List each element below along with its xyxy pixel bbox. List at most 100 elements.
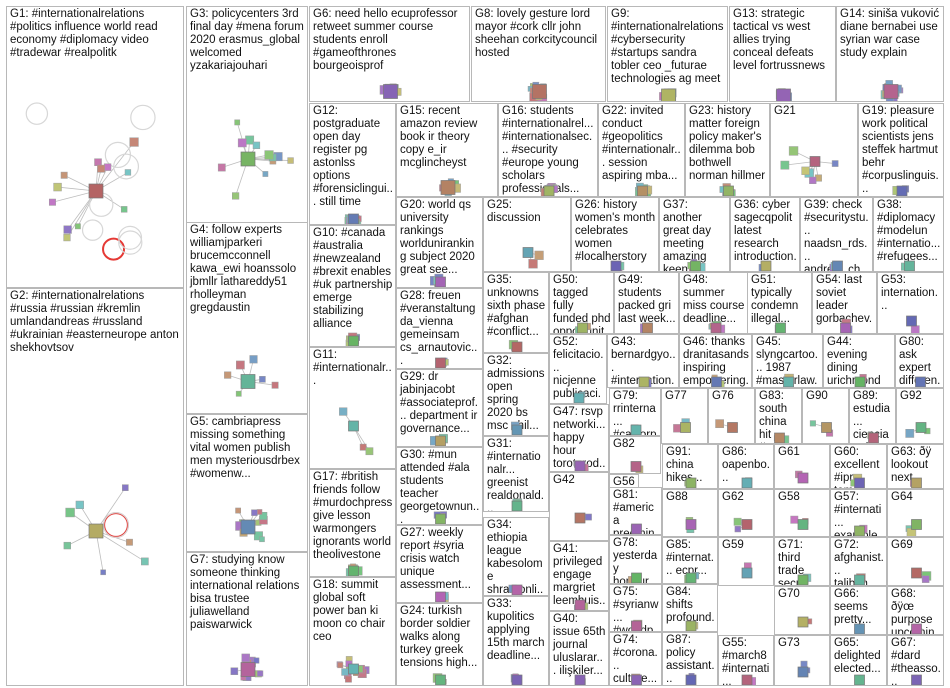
group-label: G58 [778, 491, 800, 503]
hub-node [435, 513, 446, 524]
hub-node [685, 519, 697, 530]
group-graph [230, 653, 264, 681]
group-label: G36: cyber sagecqpolit latest research i… [734, 199, 797, 272]
hub-node [783, 376, 794, 387]
group-graph [780, 146, 839, 184]
group-graph [797, 616, 813, 628]
hub-node [760, 260, 772, 271]
group-graph [224, 355, 279, 397]
group-graph [911, 623, 923, 634]
node [253, 657, 260, 664]
node [345, 675, 352, 683]
group-g60: G60: excellent #iprs tom... [830, 444, 887, 489]
group-label: G35: unknowns sixth phase #afghan #confl… [487, 274, 546, 338]
group-g44: G44: evening dining urichmond discussing… [823, 334, 895, 388]
group-g23: G23: history matter foreign policy maker… [685, 103, 770, 197]
group-g1: G1: #internationalrelations #politics in… [6, 6, 184, 288]
hub-node [741, 477, 753, 488]
group-graph [527, 81, 548, 101]
group-g85: G85: #internat... ecpr... [662, 537, 718, 584]
group-graph [687, 259, 706, 271]
node [528, 259, 538, 269]
hub-node [727, 422, 738, 433]
hub-node [915, 422, 927, 433]
group-graph [379, 83, 402, 99]
group-label: G88 [666, 491, 688, 503]
group-graph [840, 318, 853, 333]
group-label: G13: strategic tactical vs west allies t… [733, 8, 826, 72]
group-graph [574, 674, 586, 685]
group-g50: G50: tagged fully funded phd opportunit.… [549, 272, 614, 334]
group-graph [715, 419, 738, 433]
group-label: G42 [553, 474, 575, 486]
group-graph [906, 315, 920, 333]
self-loop [102, 237, 126, 261]
group-label: G44: evening dining urichmond discussing… [827, 336, 881, 387]
group-label: G76 [712, 390, 734, 402]
group-graph [540, 183, 558, 196]
group-g58: G58 [774, 489, 830, 537]
node [252, 141, 261, 150]
node [256, 509, 263, 515]
node [53, 182, 62, 192]
group-g57: G57: #internati... example... [830, 489, 887, 537]
hub-node [383, 84, 398, 99]
group-g76: G76 [708, 388, 755, 444]
group-graph [433, 511, 447, 524]
group-graph [522, 247, 544, 269]
group-graph [854, 623, 865, 634]
hub-node [685, 572, 697, 583]
hub-node [631, 674, 642, 685]
group-graph [673, 418, 691, 433]
group-label: G56 [613, 476, 635, 488]
group-graph [345, 563, 363, 576]
group-g41: G41: privileged engage margriet leemhuis… [549, 541, 609, 611]
hub-node [854, 574, 865, 585]
group-graph [684, 572, 700, 583]
group-g71: G71: third trade secret... [774, 537, 830, 586]
group-label: G65: delighted elected... [834, 637, 881, 675]
self-loop [25, 102, 49, 125]
hub-node [911, 567, 922, 579]
group-graph [685, 517, 697, 534]
group-g20: G20: world qs university rankings worldu… [396, 197, 483, 288]
group-label: G40: issue 65th journal uluslarar... ili… [553, 613, 606, 677]
self-loop [103, 512, 129, 538]
group-g39: G39: check #securitystu... naadsn_rds...… [800, 197, 873, 272]
group-label: G26: history women's month celebrates wo… [575, 199, 656, 263]
group-graph [854, 674, 865, 685]
group-label: G66: seems pretty... [834, 588, 872, 626]
group-label: G29: dr jabinjacobt #associateprof... de… [400, 371, 478, 435]
hub-node [854, 525, 865, 536]
group-g15: G15: recent amazon review book ir theory… [396, 103, 498, 197]
hub-node [348, 663, 359, 675]
group-graph [708, 321, 726, 333]
group-label: G90 [806, 390, 828, 402]
group-label: G8: lovely gesture lord mayor #cork cllr… [475, 8, 598, 59]
group-label: G12: postgraduate open day register pg a… [313, 105, 393, 208]
hub-node [543, 185, 555, 196]
node [262, 171, 269, 177]
group-graph [684, 477, 697, 488]
hub-node [522, 247, 534, 258]
hub-node [240, 519, 256, 535]
node [249, 355, 258, 364]
edge [95, 530, 146, 562]
group-graph [640, 322, 653, 333]
hub-node [532, 84, 547, 99]
group-g81: G81: #america preemin... [609, 487, 662, 535]
group-g64: G64 [887, 489, 944, 537]
group-graph [854, 573, 866, 585]
self-loop [104, 141, 132, 169]
hub-node [710, 322, 722, 333]
group-g14: G14: siniša vuković diane bernabei use s… [836, 6, 944, 102]
hub-node [661, 88, 676, 101]
node [921, 575, 930, 583]
group-graph [775, 88, 792, 101]
group-g32: G32: admissions open spring 2020 bs msc … [483, 353, 549, 436]
group-graph [685, 673, 697, 685]
group-label: G41: privileged engage margriet leemhuis… [553, 543, 605, 610]
group-g2: G2: #internationalrelations #russia #rus… [6, 288, 184, 686]
group-graph [758, 260, 772, 271]
group-label: G28: freuen #veranstaltung da_vienna gem… [400, 290, 478, 367]
